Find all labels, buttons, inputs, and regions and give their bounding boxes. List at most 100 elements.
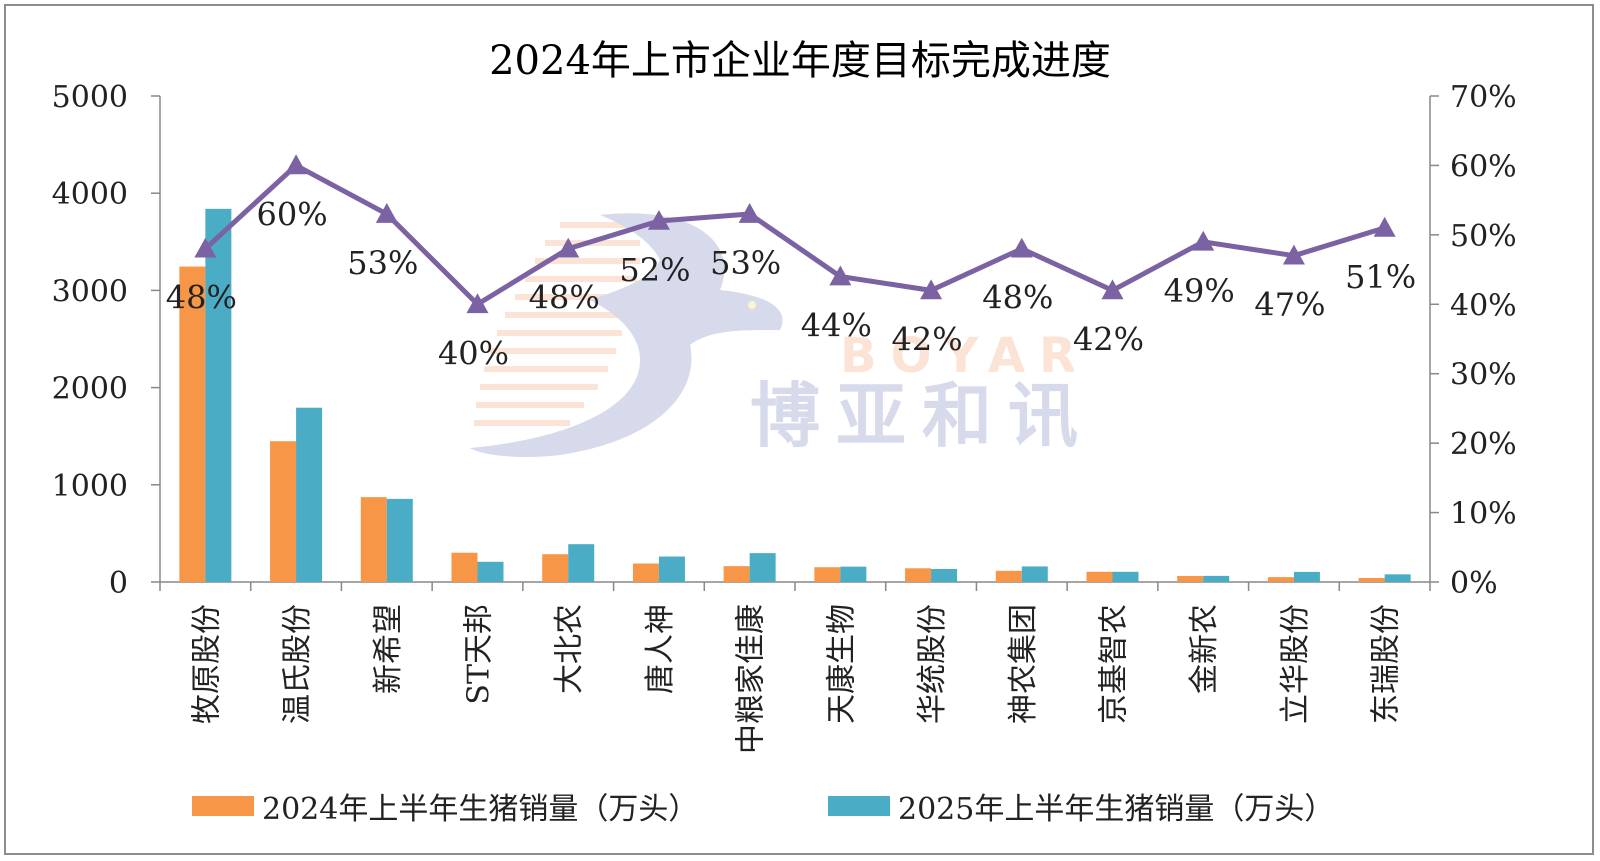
y-right-tick-label: 50% [1450, 219, 1517, 254]
completion-marker [1192, 230, 1215, 251]
legend-label-2024: 2024年上半年生猪销量（万头） [262, 792, 699, 827]
completion-label: 53% [347, 244, 418, 282]
completion-marker [1282, 244, 1305, 265]
bar-2024 [542, 554, 569, 582]
bar-2024 [995, 570, 1022, 582]
completion-marker [920, 279, 943, 300]
x-tick-label: 立华股份 [1278, 604, 1313, 724]
x-tick-label: 唐人神 [643, 604, 678, 694]
x-tick-label: 神农集团 [1006, 604, 1041, 724]
bar-2025 [1021, 566, 1048, 582]
bar-2025 [1293, 571, 1320, 582]
bar-2025 [1112, 571, 1139, 582]
x-tick-label: 金新农 [1187, 604, 1222, 694]
bar-2025 [840, 566, 867, 582]
x-tick-label: 东瑞股份 [1369, 604, 1404, 724]
bar-2025 [477, 561, 504, 582]
bar-2025 [386, 498, 413, 582]
completion-marker [1101, 279, 1124, 300]
completion-marker [829, 265, 852, 286]
completion-label: 52% [619, 251, 690, 289]
watermark-bird [470, 213, 783, 458]
x-tick-label: 大北农 [552, 604, 587, 694]
bar-2024 [451, 552, 478, 582]
completion-label: 42% [1073, 320, 1144, 358]
completion-label: 53% [710, 244, 781, 282]
y-left-tick-label: 4000 [52, 177, 128, 212]
bar-2025 [658, 556, 685, 582]
completion-marker [466, 293, 489, 314]
bar-2024 [1358, 578, 1385, 582]
bars [179, 208, 1411, 583]
chart-title: 2024年上市企业年度目标完成进度 [489, 38, 1111, 84]
bar-2024 [905, 568, 932, 582]
x-tick-label: 牧原股份 [189, 604, 224, 724]
y-right-tick-label: 70% [1450, 80, 1517, 115]
bar-2024 [723, 566, 750, 582]
y-left-tick-label: 2000 [52, 372, 128, 407]
boyar-watermark-logo: BOYAR 博亚和讯 [470, 213, 1090, 458]
y-right-tick-label: 30% [1450, 358, 1517, 393]
y-right-tick-label: 60% [1450, 149, 1517, 184]
completion-label: 49% [1164, 272, 1235, 310]
bar-2025 [205, 208, 232, 583]
bar-2024 [1177, 575, 1204, 582]
completion-marker [194, 237, 217, 258]
completion-line [194, 154, 1396, 314]
y-left-tick-label: 3000 [52, 274, 128, 309]
bar-2024 [814, 567, 841, 582]
bar-2024 [179, 266, 206, 582]
completion-label: 48% [529, 279, 600, 317]
legend-item-2025: 2025年上半年生猪销量（万头） [828, 782, 1334, 830]
y-left-tick-label: 5000 [52, 80, 128, 115]
completion-line-path [203, 162, 1386, 307]
completion-label: 60% [257, 195, 328, 233]
bar-2024 [270, 441, 297, 582]
x-tick-label: 华统股份 [915, 604, 950, 724]
bar-2025 [749, 553, 776, 582]
completion-marker [1373, 216, 1396, 237]
bar-2024 [632, 563, 659, 582]
completion-marker [738, 203, 761, 223]
completion-marker [1010, 237, 1033, 258]
x-tick-label: 中粮家佳康 [734, 604, 769, 754]
completion-label: 40% [438, 334, 509, 372]
bar-2024 [360, 497, 387, 582]
completion-label: 51% [1345, 258, 1416, 296]
legend-item-2024: 2024年上半年生猪销量（万头） [192, 782, 698, 830]
completion-marker [285, 154, 308, 175]
completion-label: 42% [892, 320, 963, 358]
legend: 2024年上半年生猪销量（万头） 2025年上半年生猪销量（万头） [0, 782, 1600, 830]
watermark-stripes [474, 222, 640, 426]
y-right-tick-label: 20% [1450, 427, 1517, 462]
bar-2024 [1267, 577, 1294, 582]
bar-2025 [1384, 574, 1411, 582]
axes: 0 1000 2000 3000 4000 5000 0% 10% 20% 30% 40% 50% 60… [52, 80, 1517, 754]
completion-label: 48% [982, 279, 1053, 317]
bar-2025 [1203, 575, 1230, 582]
chart-frame [4, 4, 1594, 855]
watermark-latin: BOYAR [840, 328, 1090, 384]
x-tick-label: 天康生物 [824, 604, 859, 724]
bar-2025 [296, 407, 323, 582]
data-labels: 48% 60% 53% 40% 48% 52% 53% 44% 42% 48% 42% 49% 47% 5… [166, 195, 1416, 372]
y-right-tick-label: 10% [1450, 497, 1517, 532]
y-right-tick-label: 0% [1450, 566, 1498, 601]
legend-label-2025: 2025年上半年生猪销量（万头） [898, 792, 1335, 827]
completion-marker [647, 209, 670, 230]
x-tick-label: 新希望 [371, 604, 406, 694]
x-tick-label: 温氏股份 [280, 604, 315, 724]
x-tick-label: 京基智农 [1097, 604, 1132, 724]
completion-label: 47% [1254, 286, 1325, 324]
completion-marker [375, 203, 398, 223]
x-tick-label: ST天邦 [462, 604, 497, 705]
y-left-tick-label: 1000 [52, 469, 128, 504]
bar-2024 [1086, 571, 1113, 582]
bar-2025 [568, 544, 595, 582]
y-left-tick-label: 0 [109, 566, 128, 601]
legend-swatch-2025 [828, 796, 890, 816]
completion-marker [557, 237, 580, 258]
completion-label: 48% [166, 279, 237, 317]
completion-label: 44% [801, 307, 872, 345]
